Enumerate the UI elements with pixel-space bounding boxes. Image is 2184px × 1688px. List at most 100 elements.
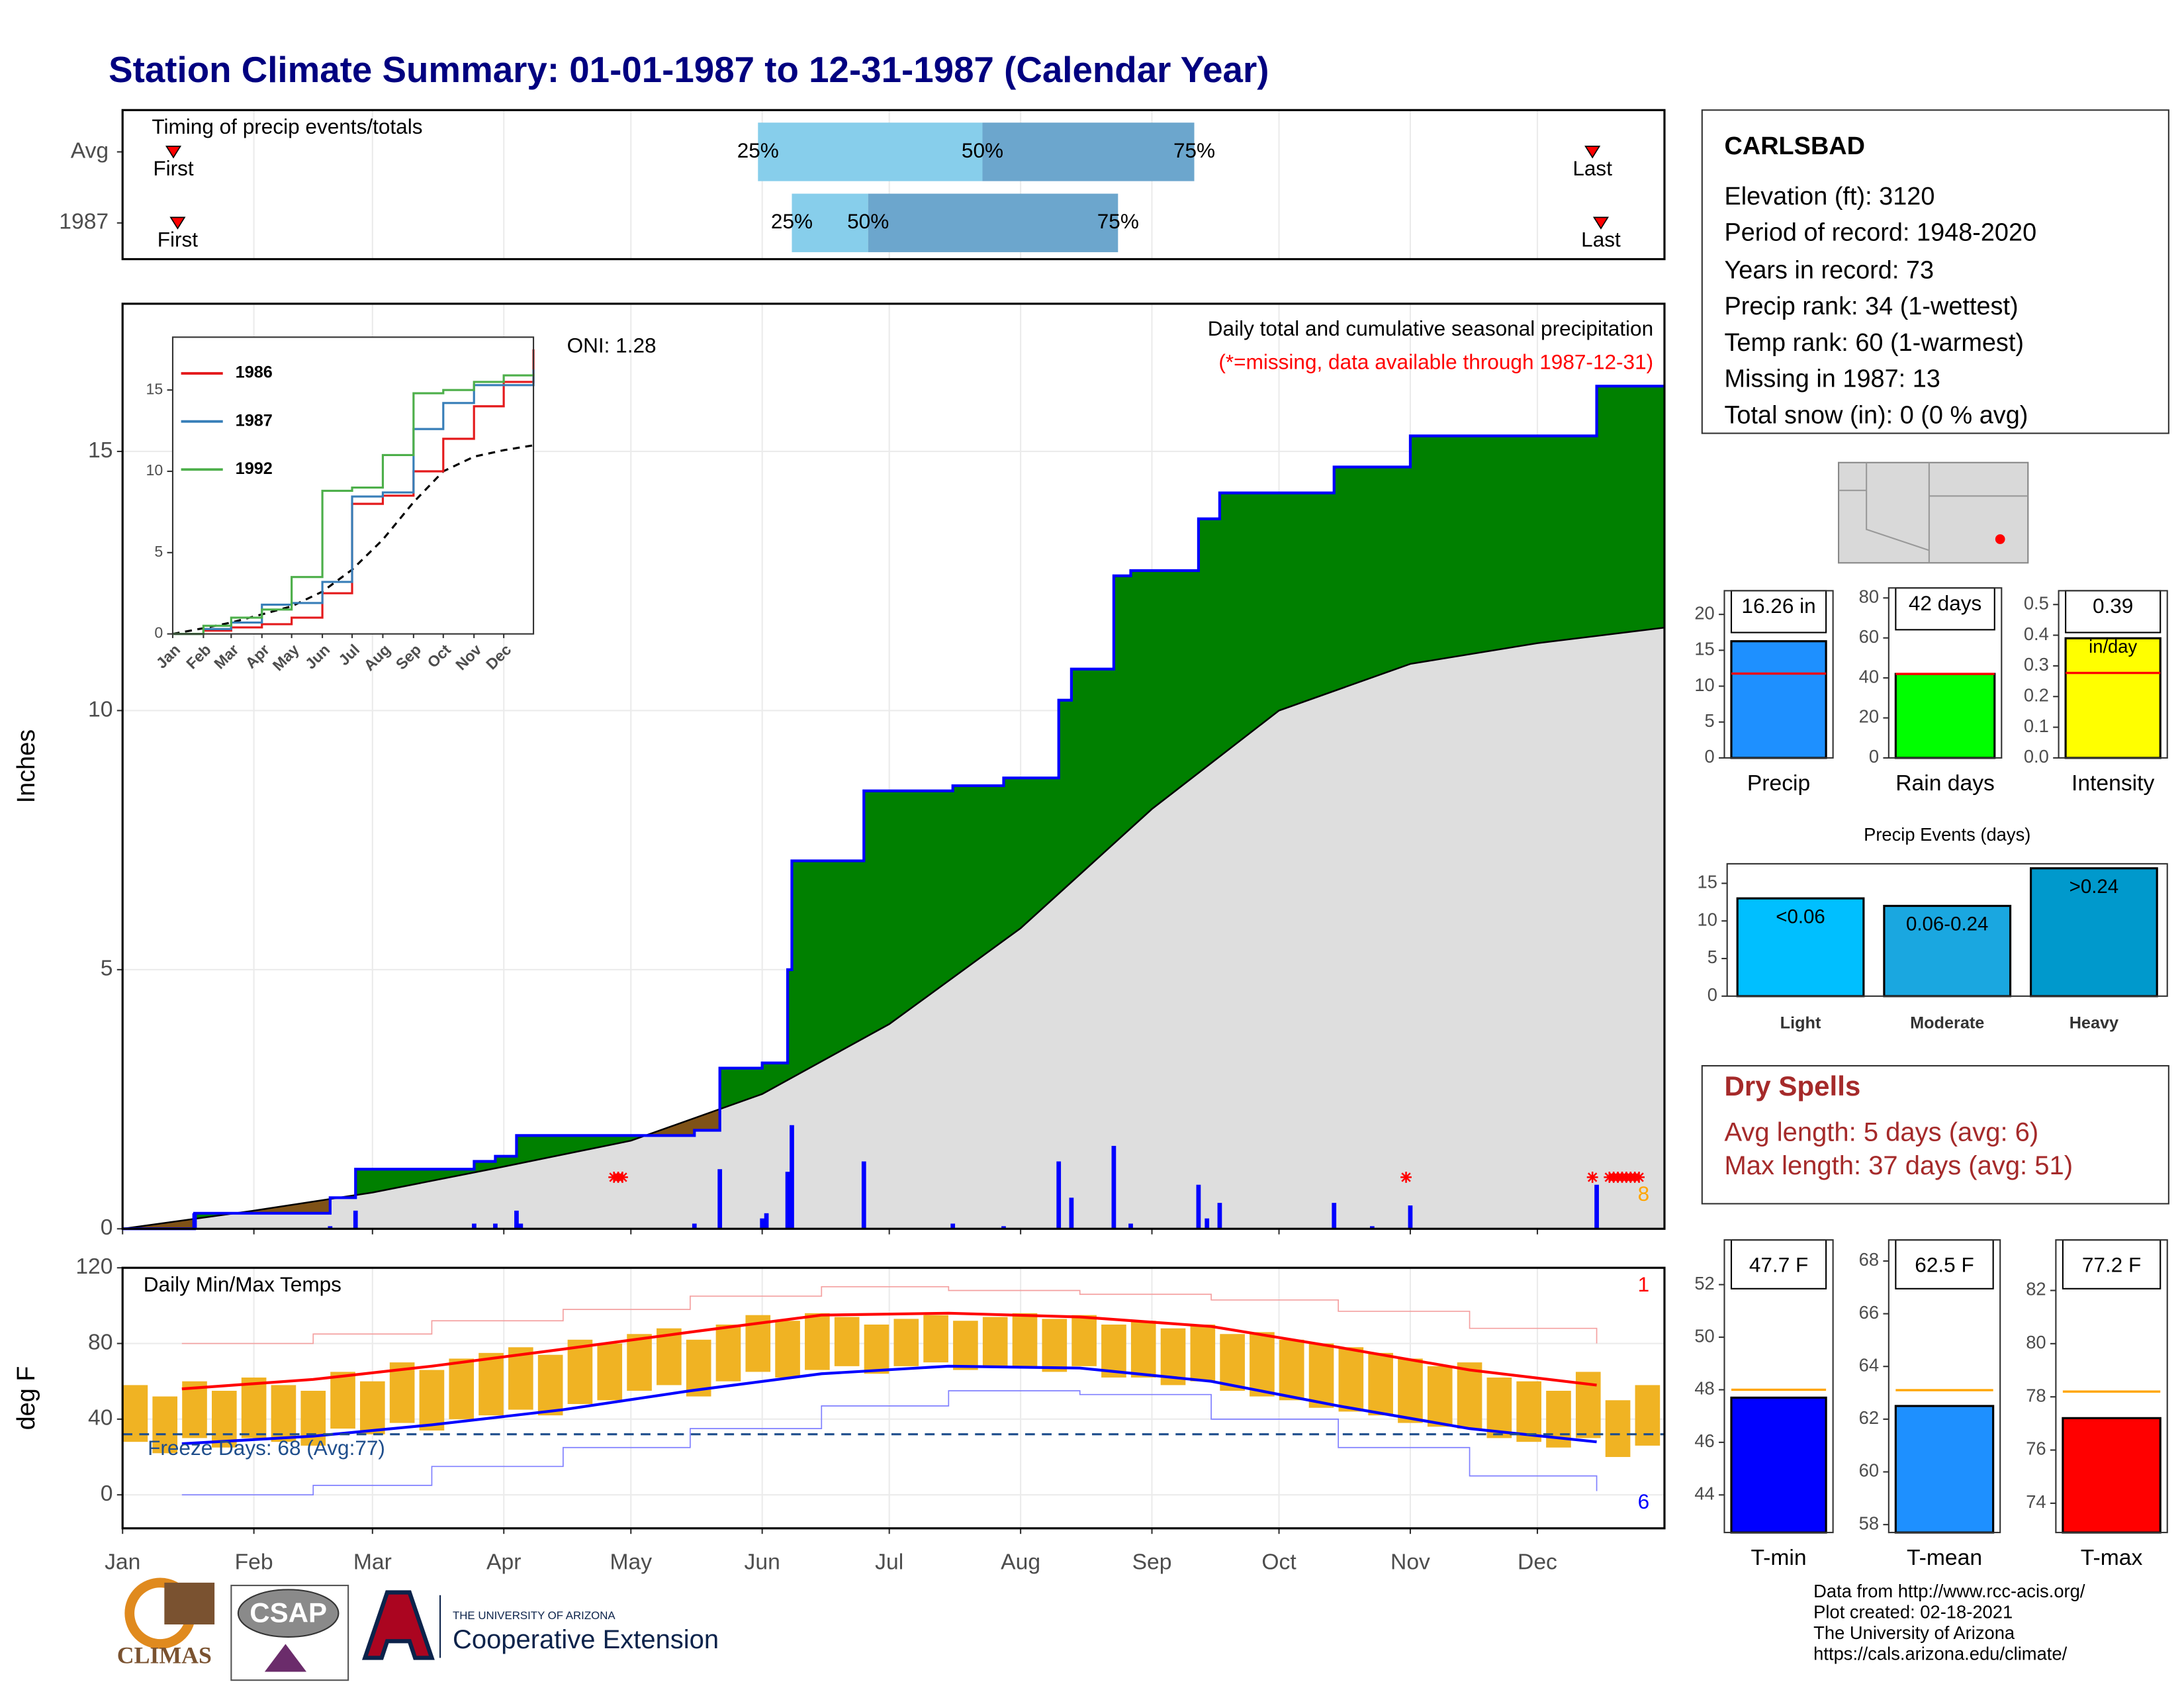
bar-label: >0.24 — [2070, 876, 2119, 898]
page-title: Station Climate Summary: 01-01-1987 to 1… — [109, 49, 1269, 90]
y-tick-label: 64 — [1859, 1354, 1879, 1375]
footer: Data from http://www.rcc-acis.org/ Plot … — [1813, 1581, 2085, 1664]
quartile-bar — [758, 122, 983, 181]
record-max-line — [181, 1286, 1598, 1344]
bar — [1730, 640, 1827, 759]
temp-range-bar — [1635, 1385, 1661, 1446]
x-tick-label: Light — [1780, 1014, 1821, 1033]
cumulative-line — [122, 385, 1664, 1231]
dry-spells-title: Dry Spells — [1724, 1070, 1860, 1102]
bar — [1730, 1396, 1827, 1534]
temp-range-bar — [864, 1324, 889, 1374]
y-tick-label: 15 — [1694, 639, 1714, 659]
y-tick-label: 0 — [1705, 746, 1715, 767]
temp-range-bar — [1308, 1343, 1334, 1408]
y-tick-label: 0.5 — [2024, 592, 2049, 613]
y-tick-label: 46 — [1694, 1430, 1714, 1451]
x-tick-label: Dec — [1518, 1550, 1557, 1574]
event-marker — [1592, 216, 1610, 230]
missing-marker — [617, 1172, 628, 1183]
station-line: Elevation (ft): 3120 — [1724, 183, 1934, 211]
station-line: Temp rank: 60 (1-warmest) — [1724, 329, 2024, 357]
temp-range-bar — [775, 1321, 800, 1378]
bar — [2062, 1417, 2161, 1534]
event-label: Last — [1581, 227, 1621, 251]
inset-frame — [171, 336, 535, 635]
y-tick-label: 66 — [1859, 1302, 1879, 1323]
csap-text: CSAP — [250, 1597, 327, 1628]
ua-mark — [361, 1590, 435, 1660]
record-min-line — [181, 1390, 1598, 1496]
temp-range-bar — [419, 1370, 445, 1431]
panel-frame — [121, 303, 1666, 1230]
bar-label: <0.06 — [1776, 906, 1825, 927]
event-label: First — [153, 156, 194, 180]
x-tick-label: Feb — [235, 1550, 273, 1574]
y-tick-label: 80 — [88, 1330, 113, 1354]
y-tick-label: 74 — [2026, 1491, 2046, 1512]
panel-frame — [1726, 863, 2168, 997]
normal-min-line — [181, 1364, 1597, 1446]
temp-range-bar — [715, 1324, 741, 1382]
station-line: Total snow (in): 0 (0 % avg) — [1724, 401, 2028, 429]
temp-range-bar — [537, 1354, 563, 1416]
daily-bar — [1001, 1226, 1006, 1229]
panel-frame — [121, 109, 1666, 261]
daily-bar — [1111, 1146, 1116, 1229]
row-label: 1987 — [59, 210, 109, 234]
y-axis-label: Inches — [13, 729, 40, 804]
y-tick-label: 5 — [1705, 710, 1715, 731]
daily-bar — [1128, 1223, 1133, 1229]
y-tick-label: 60 — [1859, 626, 1879, 647]
temp-range-bar — [271, 1385, 296, 1442]
quartile-label: 25% — [771, 209, 813, 233]
y-tick-label: 5 — [154, 543, 163, 560]
temp-range-bar — [1338, 1347, 1364, 1412]
bar — [1894, 1405, 1995, 1534]
temp-range-bar — [152, 1396, 178, 1454]
daily-bar — [717, 1169, 723, 1229]
temp-range-bar — [241, 1377, 267, 1438]
bar — [1736, 897, 1865, 998]
temp-range-bar — [478, 1352, 504, 1416]
y-tick-label: 0 — [101, 1481, 113, 1506]
temp-range-bar — [1071, 1315, 1097, 1366]
y-tick-label: 52 — [1694, 1273, 1714, 1293]
chart-title: Daily Min/Max Temps — [144, 1272, 341, 1296]
quartile-label: 75% — [1173, 138, 1215, 162]
daily-bar — [514, 1210, 519, 1229]
panel-frame — [121, 1266, 1666, 1530]
csap-mountain — [264, 1644, 307, 1672]
y-tick-label: 44 — [1694, 1483, 1714, 1504]
y-tick-label: 76 — [2026, 1438, 2046, 1459]
y-tick-label: 0.3 — [2024, 654, 2049, 675]
annotation: ONI: 1.28 — [567, 333, 657, 357]
daily-bar — [1205, 1218, 1210, 1229]
unit-label: in/day — [2089, 636, 2137, 657]
legend-label: 1987 — [236, 411, 273, 430]
station-line: Missing in 1987: 13 — [1724, 365, 1940, 393]
station-name: CARLSBAD — [1724, 132, 1865, 160]
legend-label: 1986 — [236, 363, 273, 382]
daily-bar — [1332, 1203, 1337, 1229]
y-tick-label: 0 — [101, 1215, 113, 1240]
daily-bar — [1056, 1161, 1062, 1229]
climas-text: CLIMAS — [117, 1642, 212, 1669]
daily-bar — [353, 1210, 358, 1229]
value-label-box — [2062, 1239, 2161, 1289]
y-tick-label: 0.2 — [2024, 684, 2049, 705]
climas-mark — [164, 1582, 215, 1624]
value-label: 62.5 F — [1915, 1252, 1974, 1276]
daily-bar — [472, 1223, 477, 1229]
x-tick-label: Precip — [1747, 771, 1810, 796]
y-tick-label: 15 — [146, 380, 163, 397]
event-label: First — [158, 227, 199, 251]
temp-range-bar — [1220, 1334, 1245, 1391]
daily-bar — [861, 1161, 866, 1229]
x-tick-label: Aug — [1001, 1550, 1040, 1574]
quartile-label: 50% — [962, 138, 1003, 162]
temp-range-bar — [1605, 1400, 1631, 1458]
station-box — [1701, 109, 2169, 434]
y-tick-label: 15 — [88, 438, 113, 463]
